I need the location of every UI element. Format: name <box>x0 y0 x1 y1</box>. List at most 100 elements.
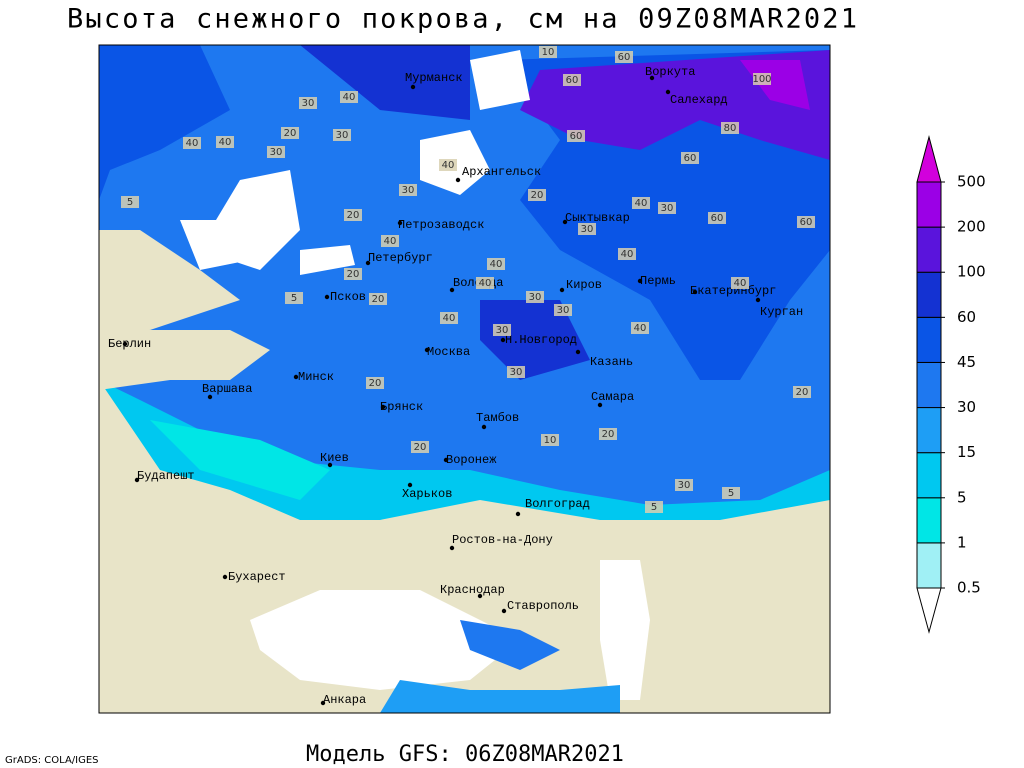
contour-label: 60 <box>684 153 697 164</box>
colorbar-band <box>916 497 942 544</box>
contour-label: 60 <box>711 213 724 224</box>
city-label: Ставрополь <box>507 599 579 613</box>
contour-label-box <box>487 258 505 270</box>
city-dot <box>562 219 568 225</box>
city-dot <box>410 84 416 90</box>
contour-label: 30 <box>270 147 283 158</box>
city-dot <box>449 287 455 293</box>
city-label: Бухарест <box>228 570 286 584</box>
city-label: Мурманск <box>405 71 463 85</box>
city-dot <box>575 349 581 355</box>
colorbar-label: 200 <box>957 218 986 236</box>
city-label: Варшава <box>202 382 252 396</box>
title: Высота снежного покрова, см на 09Z08MAR2… <box>67 4 857 35</box>
contour-label: 20 <box>369 378 382 389</box>
colorbar-band <box>916 271 942 318</box>
contour-label-box <box>369 293 387 305</box>
city-label: Воронеж <box>446 453 497 467</box>
map-frame <box>98 44 831 714</box>
city-dot <box>134 477 140 483</box>
contour-label: 40 <box>634 323 647 334</box>
city-dot <box>559 287 565 293</box>
city-dot <box>324 294 330 300</box>
city-dot <box>637 278 643 284</box>
contour-label-box <box>578 223 596 235</box>
city-dot <box>477 593 483 599</box>
credit: GrADS: COLA/IGES <box>5 755 99 766</box>
contour-label: 40 <box>490 259 503 270</box>
colorbar-band <box>916 361 942 409</box>
city-dot <box>397 220 403 226</box>
city-label: Екатеринбург <box>690 284 776 298</box>
contour-label-box <box>183 137 201 149</box>
contour-label: 40 <box>621 249 634 260</box>
model-label: Модель GFS: 06Z08MAR2021 <box>306 742 624 767</box>
contour-label-box <box>340 91 358 103</box>
contour-label-box <box>344 268 362 280</box>
contour-label: 10 <box>542 47 555 58</box>
colorbar-label: 100 <box>957 263 986 281</box>
contour-label-box <box>216 136 234 148</box>
contour-label: 30 <box>581 224 594 235</box>
colorbar-label: 15 <box>957 443 976 461</box>
contour-label: 5 <box>291 293 297 304</box>
city-dot <box>380 404 386 410</box>
contour-label-box <box>381 235 399 247</box>
contour-label-box <box>411 441 429 453</box>
colorbar-label: 0.5 <box>957 579 981 597</box>
colorbar-band <box>916 181 942 228</box>
contour-label-box <box>632 197 650 209</box>
city-dot <box>222 574 228 580</box>
colorbar-band <box>916 226 942 273</box>
city-dot <box>665 89 671 95</box>
contour-label: 40 <box>734 278 747 289</box>
city-dot <box>407 482 413 488</box>
contour-label: 100 <box>752 74 771 85</box>
city-dot <box>122 341 128 347</box>
city-label: Москва <box>427 345 470 359</box>
contour-label: 40 <box>219 137 232 148</box>
city-dot <box>320 700 326 706</box>
contour-label: 40 <box>186 138 199 149</box>
colorbar-top <box>916 135 942 183</box>
contour-label-box <box>366 377 384 389</box>
contour-label-box <box>567 130 585 142</box>
contour-label-box <box>539 46 557 58</box>
city-label: Псков <box>330 290 366 304</box>
city-label: Сыктывкар <box>565 211 630 225</box>
city-label: Самара <box>591 390 634 404</box>
contour-label-box <box>554 304 572 316</box>
contour-label: 20 <box>531 190 544 201</box>
contour-label: 30 <box>496 325 509 336</box>
colorbar-label: 500 <box>957 173 986 191</box>
contour-label-box <box>722 487 740 499</box>
contour-label: 30 <box>529 292 542 303</box>
city-label: Киров <box>566 278 602 292</box>
city-label: Петрозаводск <box>398 218 484 232</box>
city-dot <box>481 424 487 430</box>
contour-label: 60 <box>566 75 579 86</box>
city-dot <box>501 608 507 614</box>
city-dot <box>500 337 506 343</box>
contour-label-box <box>753 73 771 85</box>
contour-label: 5 <box>728 488 734 499</box>
city-dot <box>293 374 299 380</box>
contour-label-box <box>793 386 811 398</box>
colorbar-label: 45 <box>957 353 976 371</box>
city-dot <box>365 260 371 266</box>
city-label: Анкара <box>323 693 366 707</box>
contour-label-box <box>631 322 649 334</box>
contour-label: 30 <box>510 367 523 378</box>
contour-label: 20 <box>602 429 615 440</box>
contour-label: 20 <box>414 442 427 453</box>
city-label: Краснодар <box>440 583 505 597</box>
contour-label-box <box>507 366 525 378</box>
contour-label-box <box>476 277 494 289</box>
map <box>99 45 830 713</box>
contour-label-box <box>599 428 617 440</box>
contour-label: 20 <box>347 210 360 221</box>
contour-label-box <box>563 74 581 86</box>
contour-label-box <box>681 152 699 164</box>
contour-label-box <box>344 209 362 221</box>
contour-label-box <box>440 312 458 324</box>
